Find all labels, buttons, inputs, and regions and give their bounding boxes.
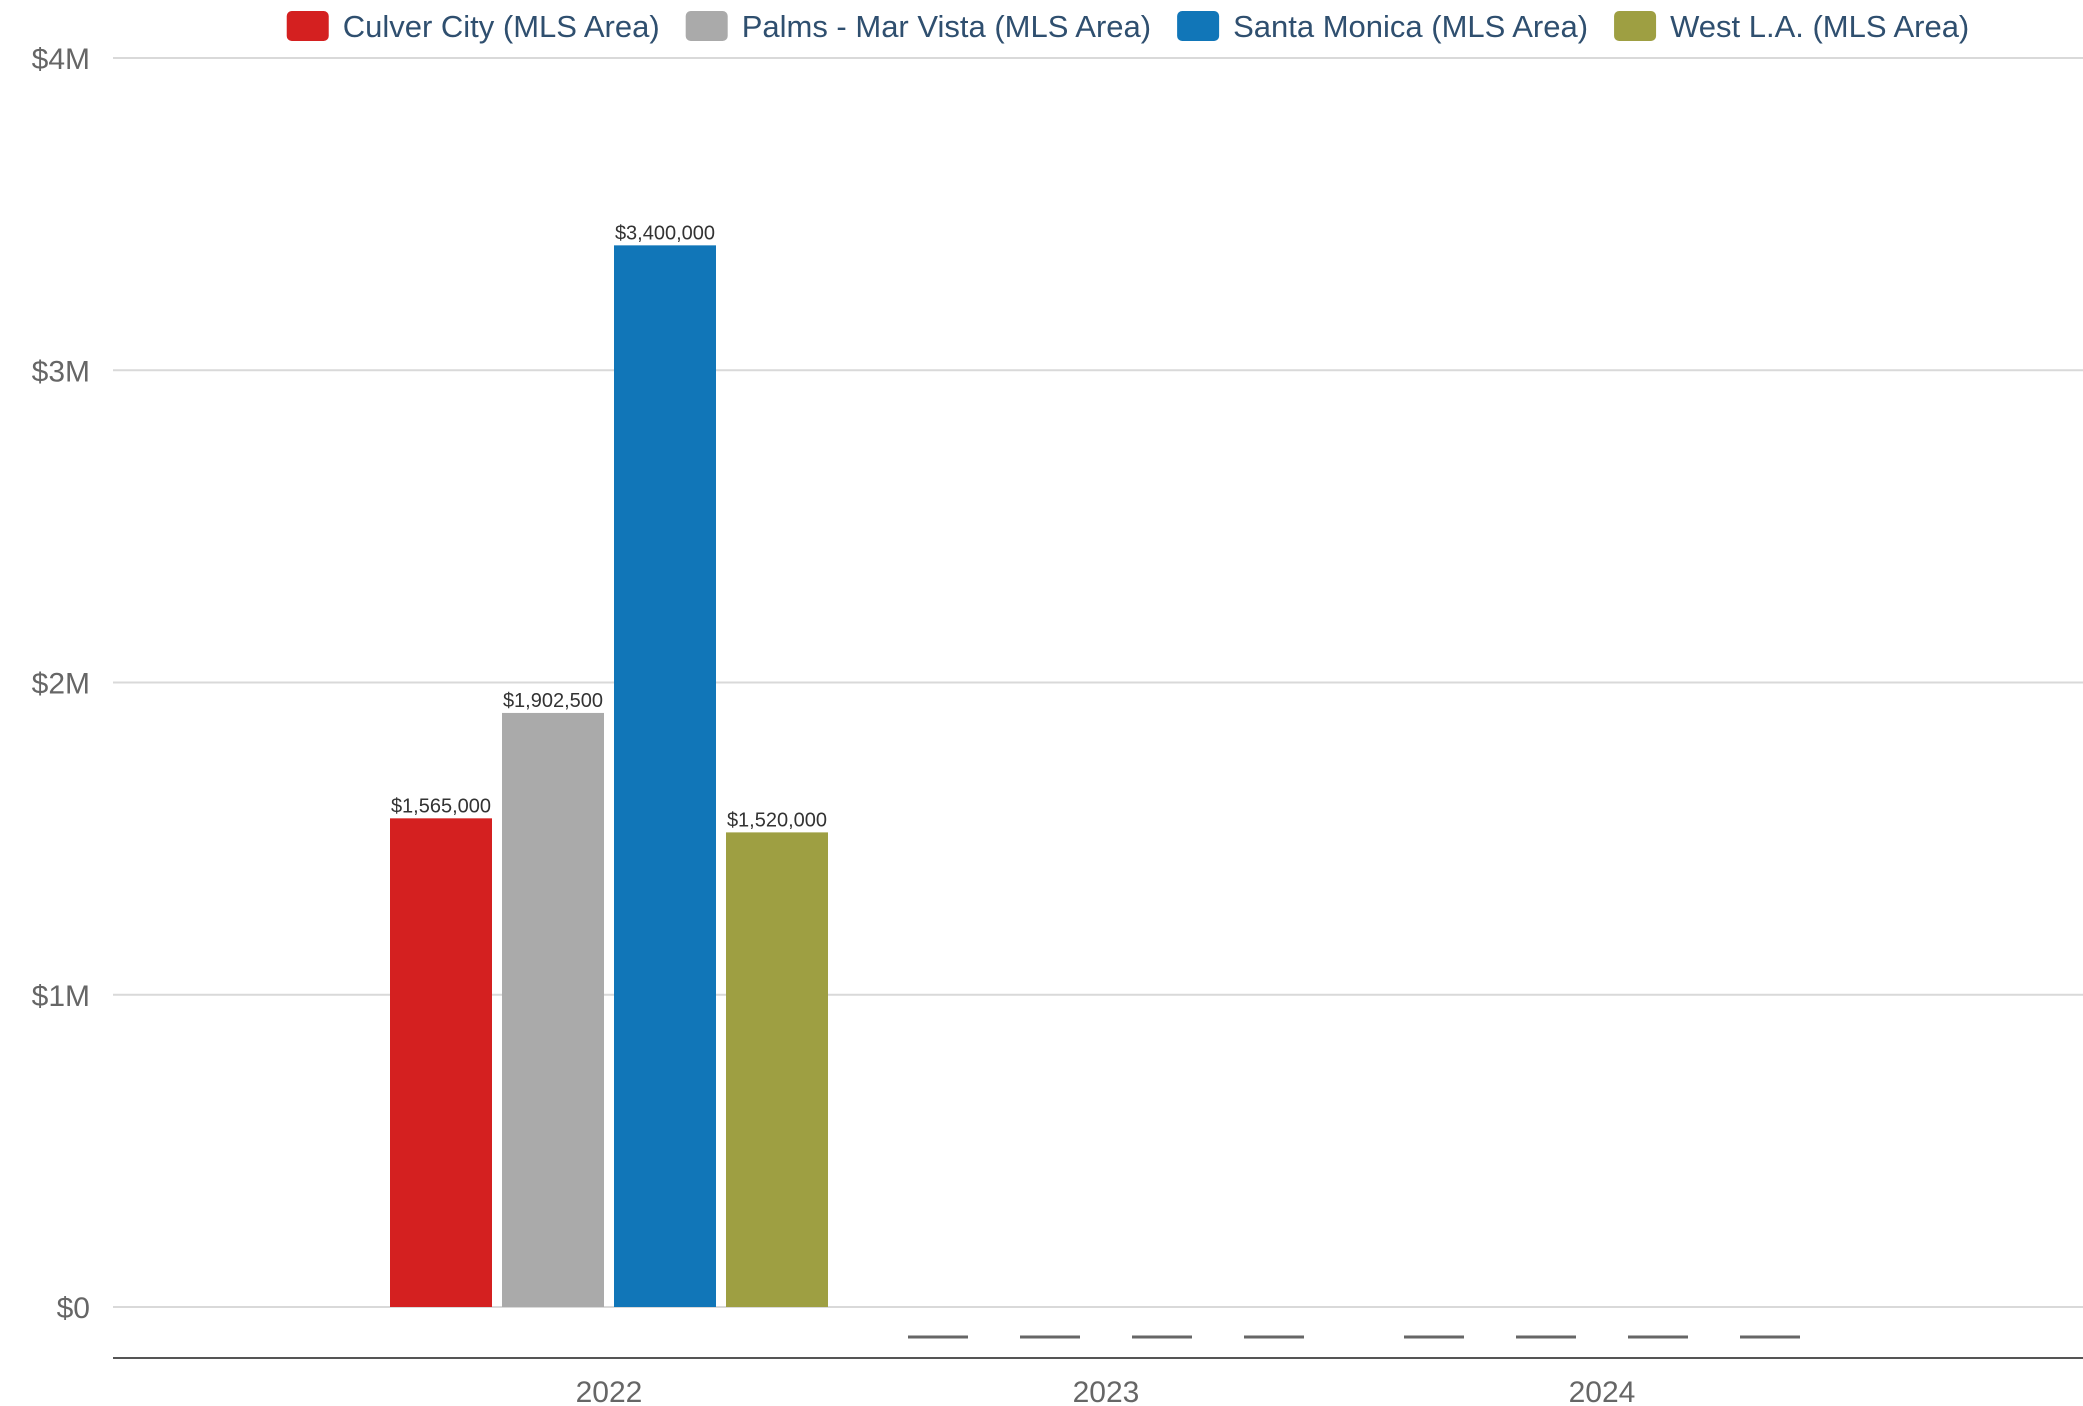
- bars: [390, 245, 828, 1308]
- data-label: $1,902,500: [503, 690, 603, 712]
- data-label: $1,520,000: [727, 809, 827, 831]
- bar[interactable]: [614, 245, 716, 1308]
- y-axis: $0 $1M $2M $3M $4M: [32, 43, 90, 1325]
- no-data-marker: ——: [908, 1319, 968, 1352]
- data-label: $3,400,000: [615, 222, 715, 244]
- legend-item[interactable]: Palms - Mar Vista (MLS Area): [685, 9, 1151, 44]
- data-labels: $1,565,000 $1,902,500 $3,400,000 $1,520,000…: [391, 222, 1800, 1352]
- legend-swatch: [685, 11, 728, 41]
- x-axis: 2022 2023 2024: [113, 1357, 2083, 1406]
- x-tick-label: 2024: [1569, 1376, 1636, 1406]
- no-data-marker: ——: [1244, 1319, 1304, 1352]
- bar[interactable]: [390, 818, 492, 1307]
- x-tick-label: 2022: [576, 1376, 643, 1406]
- y-tick-label: $1M: [32, 980, 90, 1013]
- legend-swatch: [1177, 11, 1220, 41]
- legend-item[interactable]: West L.A. (MLS Area): [1614, 9, 1969, 44]
- legend-label: Culver City (MLS Area): [343, 9, 660, 44]
- no-data-marker: ——: [1740, 1319, 1800, 1352]
- legend: Culver City (MLS Area) Palms - Mar Vista …: [286, 9, 1969, 44]
- no-data-marker: ——: [1628, 1319, 1688, 1352]
- legend-item[interactable]: Santa Monica (MLS Area): [1177, 9, 1588, 44]
- y-tick-label: $4M: [32, 43, 90, 76]
- x-tick-label: 2023: [1073, 1376, 1140, 1406]
- bar[interactable]: [726, 832, 828, 1307]
- y-tick-label: $0: [57, 1292, 90, 1325]
- data-label: $1,565,000: [391, 795, 491, 817]
- no-data-marker: ——: [1404, 1319, 1464, 1352]
- legend-item[interactable]: Culver City (MLS Area): [286, 9, 660, 44]
- legend-label: West L.A. (MLS Area): [1670, 9, 1969, 44]
- y-tick-label: $3M: [32, 355, 90, 388]
- no-data-marker: ——: [1516, 1319, 1576, 1352]
- legend-label: Santa Monica (MLS Area): [1233, 9, 1588, 44]
- legend-swatch: [1614, 11, 1657, 41]
- y-tick-label: $2M: [32, 668, 90, 701]
- no-data-marker: ——: [1132, 1319, 1192, 1352]
- bar[interactable]: [502, 712, 604, 1307]
- no-data-marker: ——: [1020, 1319, 1080, 1352]
- legend-label: Palms - Mar Vista (MLS Area): [742, 9, 1151, 44]
- legend-swatch: [286, 11, 329, 41]
